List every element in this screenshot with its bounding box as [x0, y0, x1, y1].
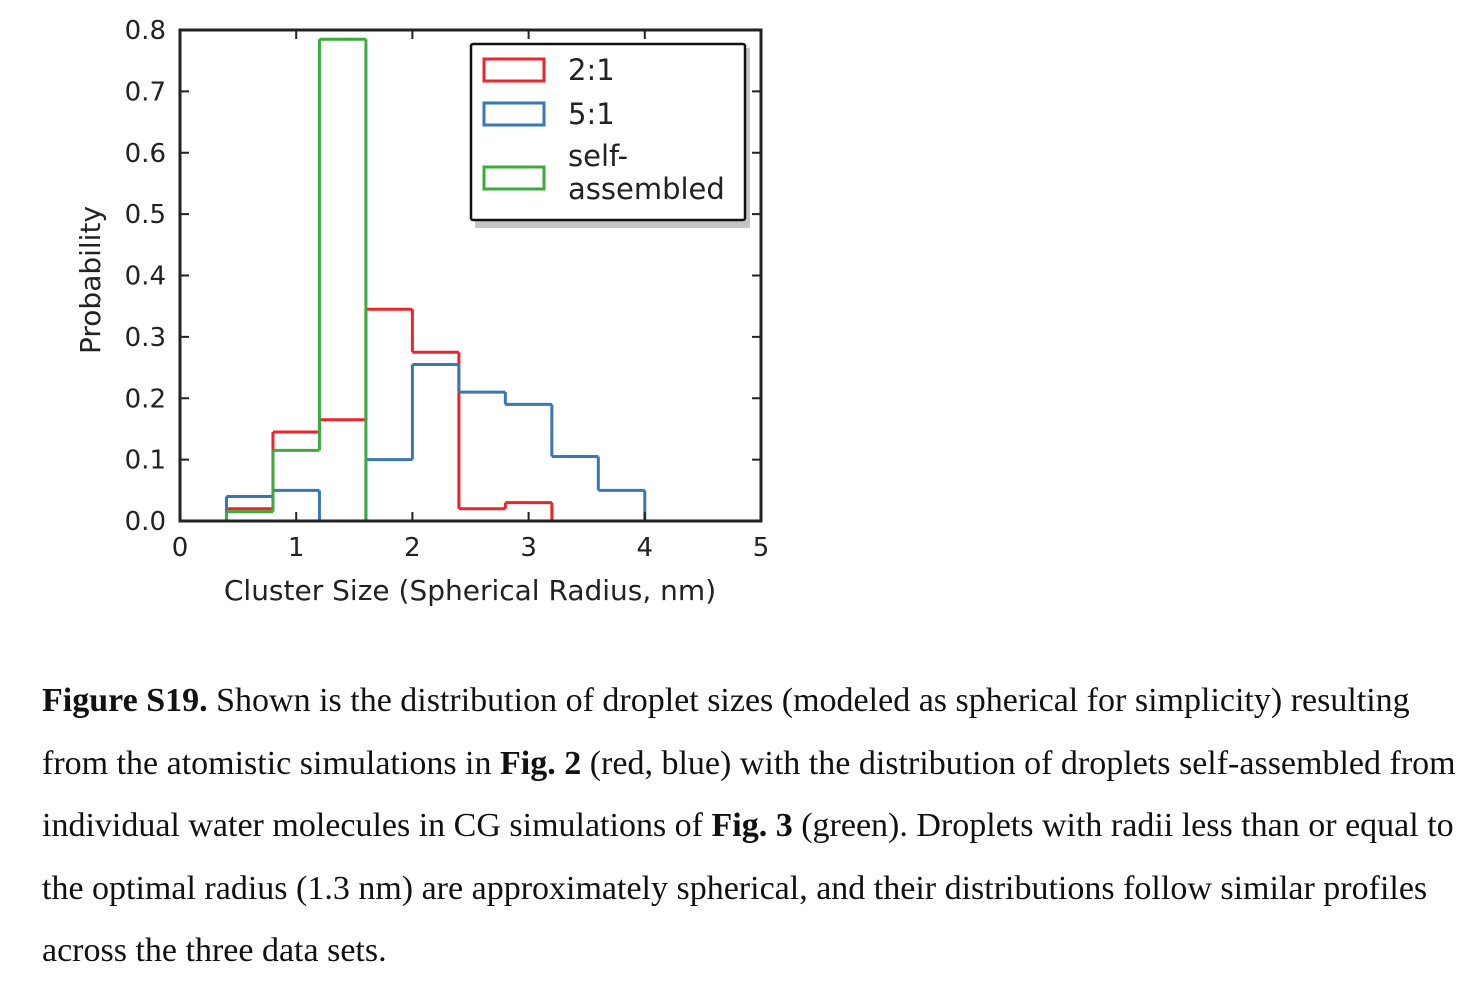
caption-text-2: (red, blue) with the distribution of dro…: [42, 744, 1456, 845]
x-tick-label: 3: [520, 533, 537, 563]
caption-fig3-ref: Fig. 3: [711, 807, 793, 844]
y-tick-label: 0.4: [125, 262, 166, 292]
caption-fig2-ref: Fig. 2: [500, 744, 582, 782]
series-5-1: [224, 362, 647, 523]
y-tick-label: 0.8: [125, 16, 166, 46]
legend-box: [469, 42, 747, 222]
legend-swatch-5-1: [482, 101, 546, 127]
y-axis-label: Probability: [74, 206, 107, 354]
tick-label-layer: 0 1 2 3 4 5 0.0 0.1 0.2 0.3 0.4 0.5 0.6 0.7 0.8: [125, 16, 770, 563]
caption-text-1: Shown is the distribution of droplet siz…: [42, 682, 1410, 782]
series-self-assembled: [224, 37, 368, 521]
x-tick-label: 2: [404, 533, 421, 563]
legend-swatch-self-assembled: [482, 165, 546, 191]
legend-label-2-1: 2:1: [568, 53, 615, 87]
legend-items: 2:1 5:1 self-assembled: [482, 53, 725, 206]
legend-swatch-2-1: [482, 57, 546, 83]
x-axis-label: Cluster Size (Spherical Radius, nm): [224, 574, 716, 607]
histogram-figure: 0 1 2 3 4 5 0.0 0.1 0.2 0.3 0.4 0.5 0.6 0.7 0.8 Cluste…: [74, 16, 770, 607]
y-tick-label: 0.1: [125, 446, 166, 476]
legend: 2:1 5:1 self-assembled: [469, 42, 750, 228]
x-tick-label: 4: [637, 533, 654, 563]
histogram-chart: 0 1 2 3 4 5 0.0 0.1 0.2 0.3 0.4 0.5 0.6 0.7 0.8 Cluste…: [74, 16, 770, 607]
y-tick-label: 0.2: [125, 384, 166, 414]
legend-label-self-assembled: self-assembled: [568, 139, 725, 206]
caption-paragraph: Figure S19. Shown is the distribution of…: [42, 670, 1472, 983]
figure-caption: Figure S19. Shown is the distribution of…: [42, 670, 1472, 983]
y-tick-label: 0.7: [125, 77, 166, 107]
y-tick-label: 0.6: [125, 139, 166, 169]
legend-label-5-1: 5:1: [568, 97, 615, 131]
x-tick-label: 0: [172, 533, 189, 563]
tick-layer: [179, 29, 762, 522]
y-tick-label: 0.5: [125, 200, 166, 230]
series-layer: [224, 37, 647, 523]
caption-label: Figure S19.: [42, 682, 208, 719]
x-tick-label: 5: [753, 533, 770, 563]
caption-text-3: (green). Droplets with radii less than o…: [42, 807, 1454, 969]
y-tick-label: 0.3: [125, 323, 166, 353]
y-tick-label: 0.0: [125, 507, 166, 537]
x-tick-label: 1: [288, 533, 305, 563]
